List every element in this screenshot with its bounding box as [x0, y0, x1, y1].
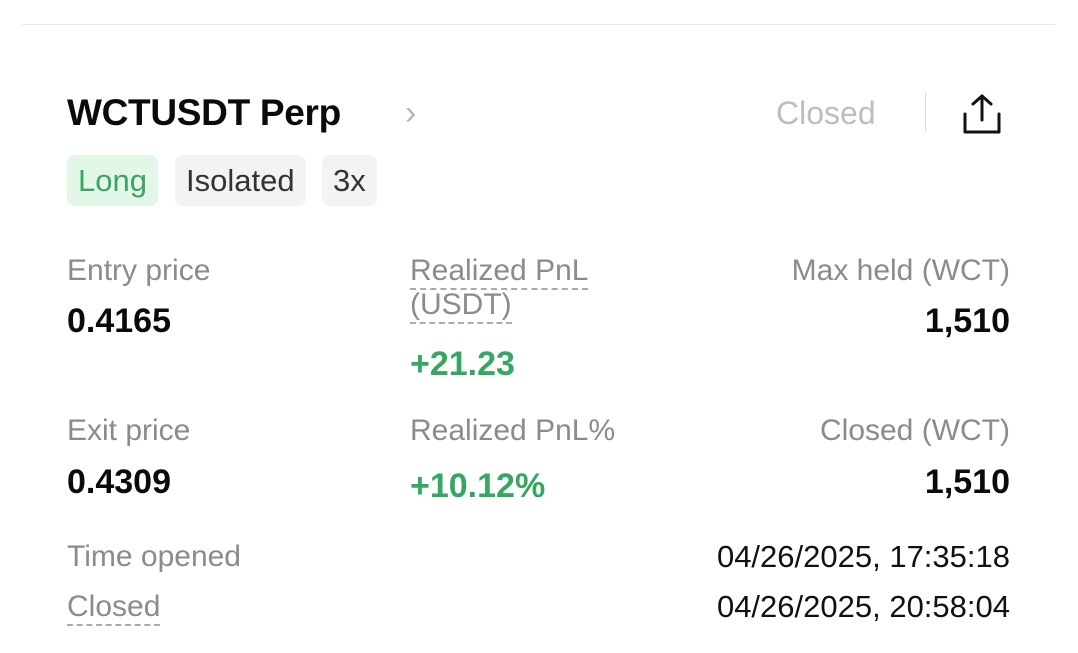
max-held-label: Max held (WCT) [791, 254, 1010, 287]
entry-price-label: Entry price [67, 254, 211, 287]
realized-pnl-label-line1: Realized PnL [410, 254, 589, 290]
max-held-value: 1,510 [924, 302, 1010, 340]
realized-pnl-label-line2: (USDT) [410, 288, 512, 324]
margin-mode-tag: Isolated [175, 155, 306, 206]
realized-pnl-value: +21.23 [410, 345, 515, 383]
entry-price-value: 0.4165 [67, 302, 171, 340]
top-divider [22, 24, 1055, 25]
header-divider [925, 92, 926, 132]
exit-price-label: Exit price [67, 414, 191, 447]
closed-qty-value: 1,510 [924, 463, 1010, 501]
share-icon[interactable] [960, 92, 1004, 136]
time-opened-label: Time opened [67, 540, 241, 573]
position-status: Closed [776, 95, 876, 131]
time-opened-value: 04/26/2025, 17:35:18 [716, 539, 1010, 574]
realized-pnl-pct-label: Realized PnL% [410, 414, 616, 447]
time-closed-label[interactable]: Closed [67, 590, 161, 626]
closed-qty-label: Closed (WCT) [819, 414, 1010, 447]
realized-pnl-pct-value: +10.12% [410, 467, 546, 505]
time-closed-label-text: Closed [67, 590, 161, 626]
realized-pnl-label[interactable]: Realized PnL (USDT) [410, 254, 589, 324]
side-tag: Long [67, 155, 158, 206]
symbol-title[interactable]: WCTUSDT Perp [67, 92, 341, 133]
chevron-right-icon[interactable]: › [405, 94, 417, 132]
exit-price-value: 0.4309 [67, 463, 171, 501]
leverage-tag: 3x [322, 155, 377, 206]
time-closed-value: 04/26/2025, 20:58:04 [716, 589, 1010, 624]
